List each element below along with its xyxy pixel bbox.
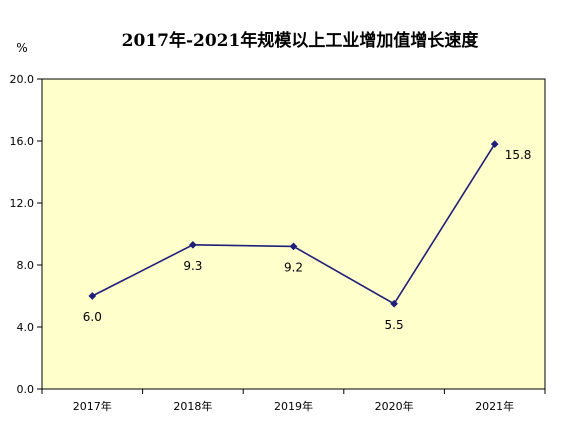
y-tick-label: 4.0 xyxy=(17,321,35,334)
data-label: 5.5 xyxy=(385,318,404,332)
data-point-marker xyxy=(188,240,197,249)
y-tick-label: 20.0 xyxy=(10,73,35,86)
y-axis-unit-label: % xyxy=(16,41,27,55)
data-label: 9.2 xyxy=(284,260,303,274)
x-tick-label: 2020年 xyxy=(375,399,414,413)
y-tick-label: 8.0 xyxy=(17,259,35,272)
x-tick-label: 2021年 xyxy=(475,399,514,413)
plot-area xyxy=(41,78,546,390)
data-point-marker xyxy=(289,242,298,251)
x-tick-label: 2017年 xyxy=(73,399,112,413)
data-point-marker xyxy=(390,299,399,308)
chart-title: 2017年-2021年规模以上工业增加值增长速度 xyxy=(122,30,480,51)
data-points xyxy=(88,140,499,308)
data-label: 9.3 xyxy=(183,259,202,273)
y-tick-label: 16.0 xyxy=(10,135,35,148)
data-point-marker xyxy=(490,140,499,149)
y-tick-label: 12.0 xyxy=(10,197,35,210)
axes: 0.0 4.0 8.0 12.0 16.0 20.0 2017年 2018年 2019年 2020… xyxy=(10,73,546,413)
x-tick-label: 2019年 xyxy=(274,399,313,413)
x-tick-label: 2018年 xyxy=(173,399,212,413)
data-label: 15.8 xyxy=(505,148,532,162)
data-label: 6.0 xyxy=(83,310,102,324)
data-point-marker xyxy=(88,292,97,300)
y-tick-label: 0.0 xyxy=(17,383,35,396)
data-labels: 6.0 9.3 9.2 5.5 15.8 xyxy=(83,148,532,332)
